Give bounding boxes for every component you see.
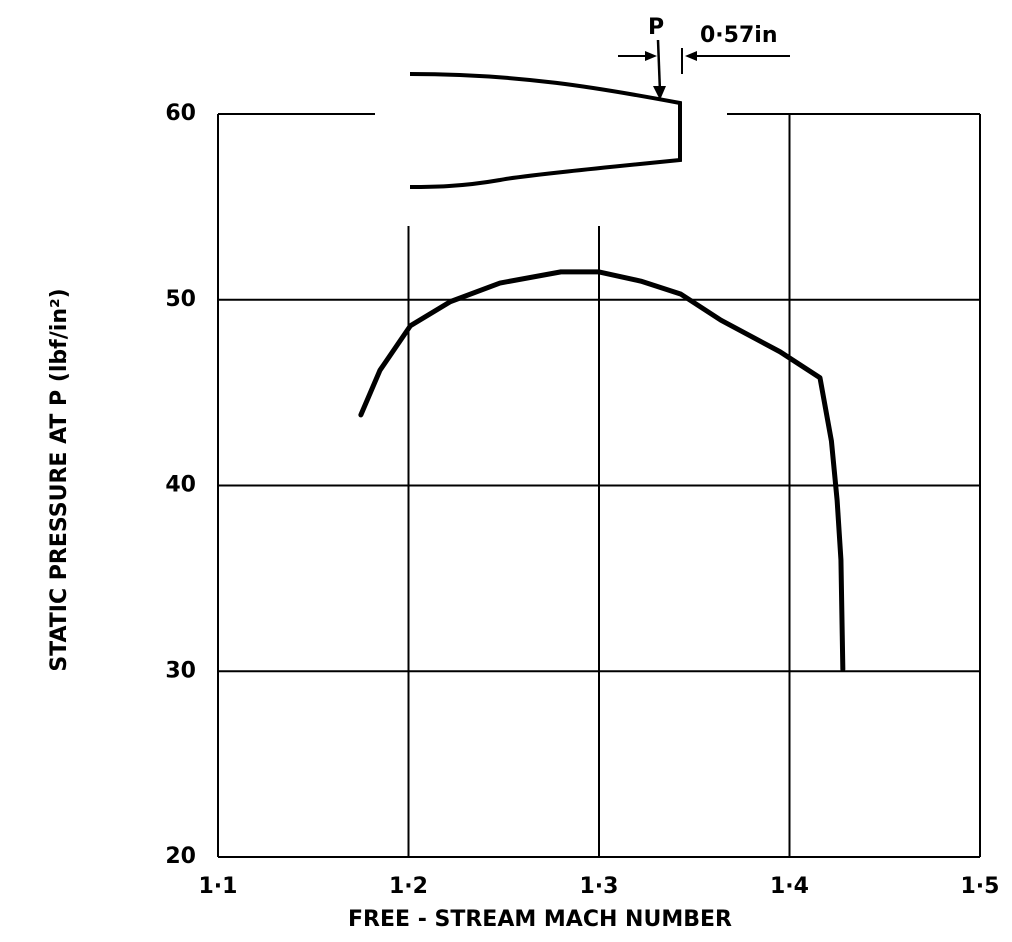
dim-arrowhead-right [685, 51, 697, 61]
x-tick-label: 1·3 [580, 874, 619, 899]
y-tick-label: 50 [165, 287, 196, 312]
annotation: P [648, 15, 664, 40]
data-line [358, 269, 846, 672]
x-tick-label: 1·4 [770, 874, 809, 899]
annotation: 0·57in [700, 23, 777, 48]
y-axis-label: STATIC PRESSURE AT P (lbf/in²) [47, 288, 72, 671]
nozzle-outline [409, 72, 682, 189]
p-arrow [656, 39, 662, 93]
nozzle-diagram: P 0·57in [375, 15, 790, 226]
y-tick-label: 20 [165, 844, 196, 869]
diagram-background [375, 100, 727, 226]
y-tick-label: 40 [165, 473, 196, 498]
y-tick-label: 60 [165, 101, 196, 126]
x-tick-label: 1·1 [199, 874, 238, 899]
dim-arrowhead-left [645, 51, 657, 61]
x-axis-label: FREE - STREAM MACH NUMBER [348, 907, 732, 932]
x-tick-label: 1·2 [389, 874, 428, 899]
y-tick-label: 30 [165, 658, 196, 683]
p-arrowhead [653, 86, 666, 100]
x-tick-label: 1·5 [961, 874, 1000, 899]
